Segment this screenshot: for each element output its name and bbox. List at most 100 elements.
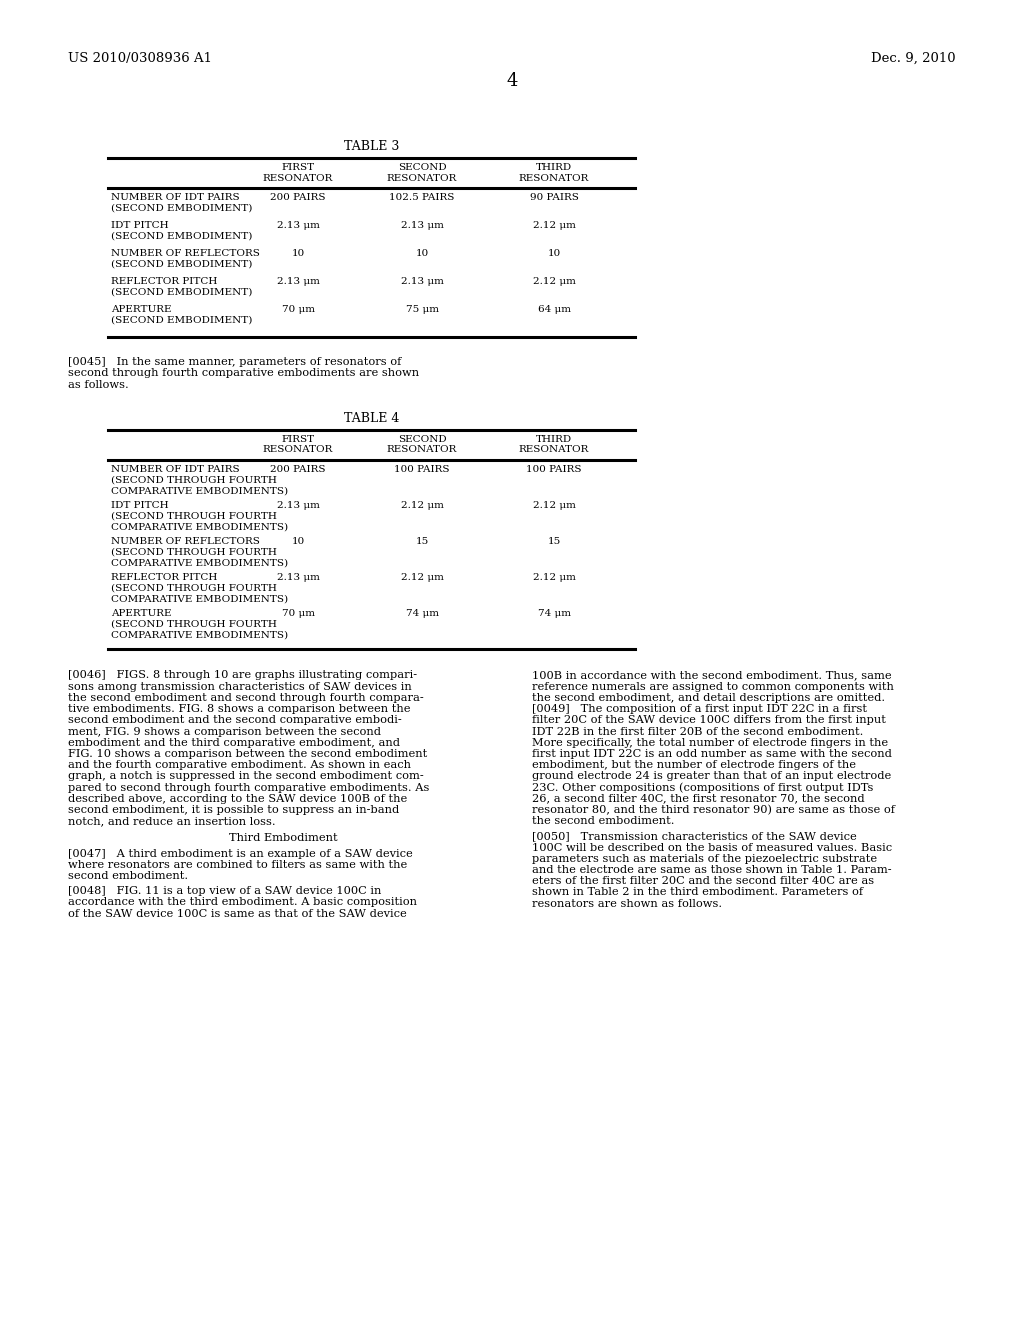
Text: 2.13 μm: 2.13 μm <box>276 220 319 230</box>
Text: RESONATOR: RESONATOR <box>519 446 589 454</box>
Text: More specifically, the total number of electrode fingers in the: More specifically, the total number of e… <box>532 738 888 747</box>
Text: and the electrode are same as those shown in Table 1. Param-: and the electrode are same as those show… <box>532 865 892 875</box>
Text: 2.12 μm: 2.12 μm <box>532 220 575 230</box>
Text: shown in Table 2 in the third embodiment. Parameters of: shown in Table 2 in the third embodiment… <box>532 887 863 898</box>
Text: 70 μm: 70 μm <box>282 305 314 314</box>
Text: embodiment, but the number of electrode fingers of the: embodiment, but the number of electrode … <box>532 760 856 770</box>
Text: first input IDT 22C is an odd number as same with the second: first input IDT 22C is an odd number as … <box>532 748 892 759</box>
Text: NUMBER OF REFLECTORS: NUMBER OF REFLECTORS <box>111 536 260 545</box>
Text: [0045]   In the same manner, parameters of resonators of: [0045] In the same manner, parameters of… <box>68 356 401 367</box>
Text: second embodiment, it is possible to suppress an in-band: second embodiment, it is possible to sup… <box>68 805 399 814</box>
Text: 15: 15 <box>416 536 429 545</box>
Text: NUMBER OF REFLECTORS: NUMBER OF REFLECTORS <box>111 249 260 257</box>
Text: 2.13 μm: 2.13 μm <box>276 277 319 286</box>
Text: [0049]   The composition of a first input IDT 22C in a first: [0049] The composition of a first input … <box>532 704 867 714</box>
Text: and the fourth comparative embodiment. As shown in each: and the fourth comparative embodiment. A… <box>68 760 411 770</box>
Text: 2.12 μm: 2.12 μm <box>532 500 575 510</box>
Text: Third Embodiment: Third Embodiment <box>228 833 337 843</box>
Text: (SECOND EMBODIMENT): (SECOND EMBODIMENT) <box>111 260 252 269</box>
Text: (SECOND THROUGH FOURTH: (SECOND THROUGH FOURTH <box>111 583 276 593</box>
Text: accordance with the third embodiment. A basic composition: accordance with the third embodiment. A … <box>68 898 417 907</box>
Text: RESONATOR: RESONATOR <box>263 174 333 183</box>
Text: 100B in accordance with the second embodiment. Thus, same: 100B in accordance with the second embod… <box>532 671 892 681</box>
Text: [0050]   Transmission characteristics of the SAW device: [0050] Transmission characteristics of t… <box>532 832 857 841</box>
Text: the second embodiment.: the second embodiment. <box>532 816 675 826</box>
Text: of the SAW device 100C is same as that of the SAW device: of the SAW device 100C is same as that o… <box>68 908 407 919</box>
Text: TABLE 4: TABLE 4 <box>344 412 399 425</box>
Text: 10: 10 <box>292 249 304 257</box>
Text: 4: 4 <box>506 73 518 90</box>
Text: 15: 15 <box>548 536 560 545</box>
Text: 74 μm: 74 μm <box>406 609 438 618</box>
Text: 2.13 μm: 2.13 μm <box>400 277 443 286</box>
Text: resonator 80, and the third resonator 90) are same as those of: resonator 80, and the third resonator 90… <box>532 805 895 816</box>
Text: (SECOND THROUGH FOURTH: (SECOND THROUGH FOURTH <box>111 511 276 520</box>
Text: (SECOND EMBODIMENT): (SECOND EMBODIMENT) <box>111 315 252 325</box>
Text: where resonators are combined to filters as same with the: where resonators are combined to filters… <box>68 859 408 870</box>
Text: (SECOND EMBODIMENT): (SECOND EMBODIMENT) <box>111 288 252 297</box>
Text: COMPARATIVE EMBODIMENTS): COMPARATIVE EMBODIMENTS) <box>111 631 288 639</box>
Text: ment, FIG. 9 shows a comparison between the second: ment, FIG. 9 shows a comparison between … <box>68 726 381 737</box>
Text: 102.5 PAIRS: 102.5 PAIRS <box>389 193 455 202</box>
Text: 2.12 μm: 2.12 μm <box>400 573 443 582</box>
Text: described above, according to the SAW device 100B of the: described above, according to the SAW de… <box>68 793 408 804</box>
Text: 2.12 μm: 2.12 μm <box>532 573 575 582</box>
Text: 10: 10 <box>548 249 560 257</box>
Text: 100C will be described on the basis of measured values. Basic: 100C will be described on the basis of m… <box>532 842 892 853</box>
Text: 70 μm: 70 μm <box>282 609 314 618</box>
Text: [0047]   A third embodiment is an example of a SAW device: [0047] A third embodiment is an example … <box>68 849 413 858</box>
Text: second through fourth comparative embodiments are shown: second through fourth comparative embodi… <box>68 368 419 379</box>
Text: 2.13 μm: 2.13 μm <box>276 573 319 582</box>
Text: NUMBER OF IDT PAIRS: NUMBER OF IDT PAIRS <box>111 193 240 202</box>
Text: FIRST: FIRST <box>282 162 314 172</box>
Text: TABLE 3: TABLE 3 <box>344 140 399 153</box>
Text: (SECOND THROUGH FOURTH: (SECOND THROUGH FOURTH <box>111 619 276 628</box>
Text: COMPARATIVE EMBODIMENTS): COMPARATIVE EMBODIMENTS) <box>111 558 288 568</box>
Text: THIRD: THIRD <box>536 434 572 444</box>
Text: SECOND: SECOND <box>397 434 446 444</box>
Text: eters of the first filter 20C and the second filter 40C are as: eters of the first filter 20C and the se… <box>532 876 874 886</box>
Text: the second embodiment and second through fourth compara-: the second embodiment and second through… <box>68 693 424 704</box>
Text: 2.13 μm: 2.13 μm <box>400 220 443 230</box>
Text: as follows.: as follows. <box>68 380 129 389</box>
Text: (SECOND THROUGH FOURTH: (SECOND THROUGH FOURTH <box>111 475 276 484</box>
Text: notch, and reduce an insertion loss.: notch, and reduce an insertion loss. <box>68 816 275 826</box>
Text: 200 PAIRS: 200 PAIRS <box>270 465 326 474</box>
Text: COMPARATIVE EMBODIMENTS): COMPARATIVE EMBODIMENTS) <box>111 487 288 495</box>
Text: 74 μm: 74 μm <box>538 609 570 618</box>
Text: FIRST: FIRST <box>282 434 314 444</box>
Text: filter 20C of the SAW device 100C differs from the first input: filter 20C of the SAW device 100C differ… <box>532 715 886 725</box>
Text: sons among transmission characteristics of SAW devices in: sons among transmission characteristics … <box>68 681 412 692</box>
Text: SECOND: SECOND <box>397 162 446 172</box>
Text: APERTURE: APERTURE <box>111 305 171 314</box>
Text: APERTURE: APERTURE <box>111 609 171 618</box>
Text: (SECOND EMBODIMENT): (SECOND EMBODIMENT) <box>111 232 252 242</box>
Text: ground electrode 24 is greater than that of an input electrode: ground electrode 24 is greater than that… <box>532 771 891 781</box>
Text: IDT 22B in the first filter 20B of the second embodiment.: IDT 22B in the first filter 20B of the s… <box>532 726 863 737</box>
Text: graph, a notch is suppressed in the second embodiment com-: graph, a notch is suppressed in the seco… <box>68 771 424 781</box>
Text: IDT PITCH: IDT PITCH <box>111 500 169 510</box>
Text: parameters such as materials of the piezoelectric substrate: parameters such as materials of the piez… <box>532 854 878 863</box>
Text: NUMBER OF IDT PAIRS: NUMBER OF IDT PAIRS <box>111 465 240 474</box>
Text: 64 μm: 64 μm <box>538 305 570 314</box>
Text: THIRD: THIRD <box>536 162 572 172</box>
Text: 75 μm: 75 μm <box>406 305 438 314</box>
Text: REFLECTOR PITCH: REFLECTOR PITCH <box>111 277 217 286</box>
Text: 90 PAIRS: 90 PAIRS <box>529 193 579 202</box>
Text: (SECOND THROUGH FOURTH: (SECOND THROUGH FOURTH <box>111 548 276 557</box>
Text: second embodiment.: second embodiment. <box>68 871 188 880</box>
Text: the second embodiment, and detail descriptions are omitted.: the second embodiment, and detail descri… <box>532 693 885 704</box>
Text: FIG. 10 shows a comparison between the second embodiment: FIG. 10 shows a comparison between the s… <box>68 748 427 759</box>
Text: 2.13 μm: 2.13 μm <box>276 500 319 510</box>
Text: reference numerals are assigned to common components with: reference numerals are assigned to commo… <box>532 681 894 692</box>
Text: IDT PITCH: IDT PITCH <box>111 220 169 230</box>
Text: Dec. 9, 2010: Dec. 9, 2010 <box>871 51 956 65</box>
Text: [0048]   FIG. 11 is a top view of a SAW device 100C in: [0048] FIG. 11 is a top view of a SAW de… <box>68 886 381 896</box>
Text: US 2010/0308936 A1: US 2010/0308936 A1 <box>68 51 212 65</box>
Text: RESONATOR: RESONATOR <box>387 446 457 454</box>
Text: tive embodiments. FIG. 8 shows a comparison between the: tive embodiments. FIG. 8 shows a compari… <box>68 704 411 714</box>
Text: pared to second through fourth comparative embodiments. As: pared to second through fourth comparati… <box>68 783 429 792</box>
Text: RESONATOR: RESONATOR <box>263 446 333 454</box>
Text: 200 PAIRS: 200 PAIRS <box>270 193 326 202</box>
Text: embodiment and the third comparative embodiment, and: embodiment and the third comparative emb… <box>68 738 400 747</box>
